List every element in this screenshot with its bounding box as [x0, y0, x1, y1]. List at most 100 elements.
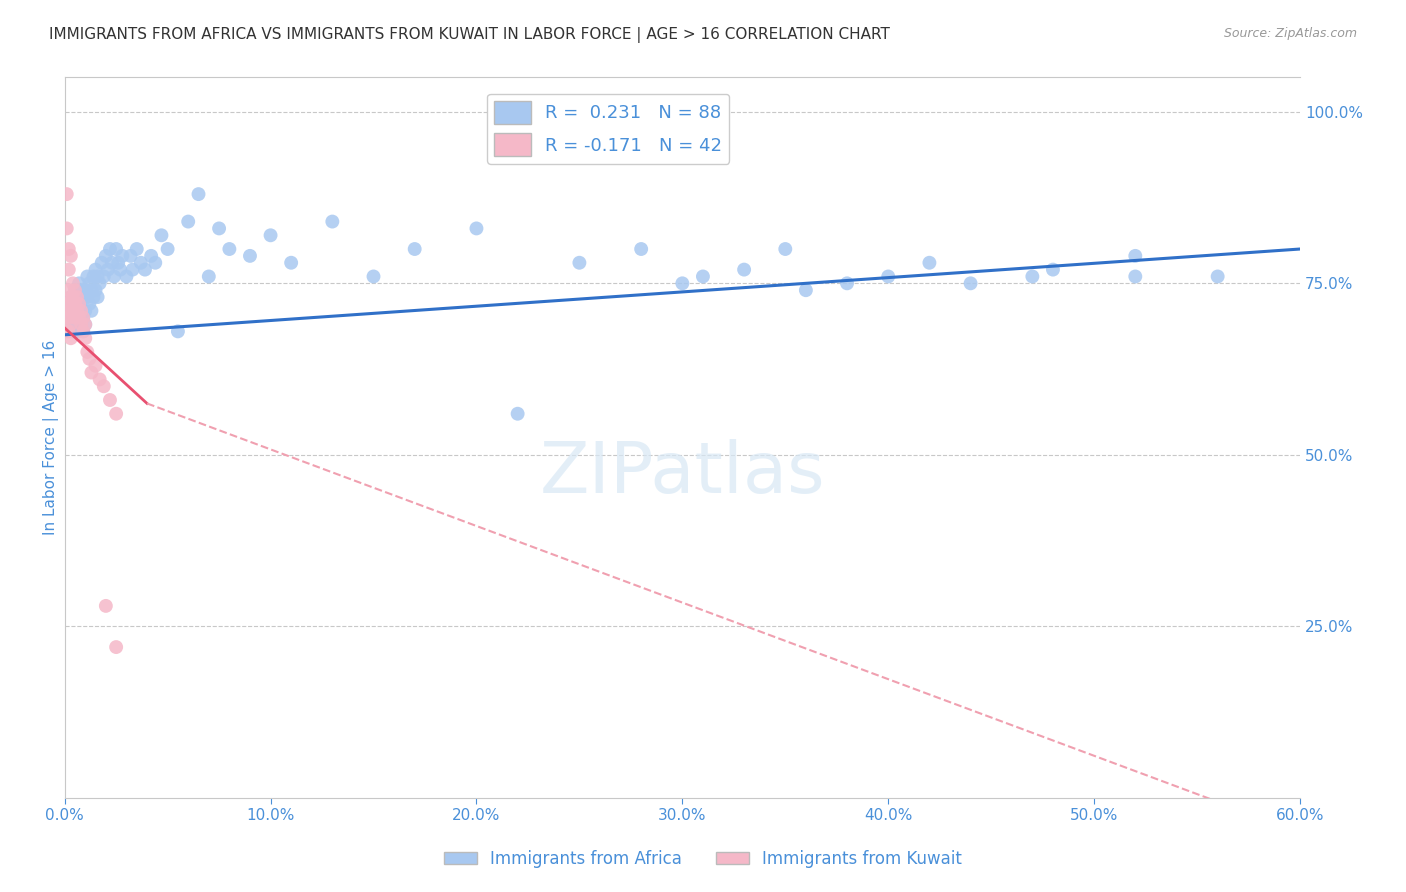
Point — [86, 269, 108, 284]
Point — [141, 249, 163, 263]
Point — [75, 331, 97, 345]
Point — [1206, 269, 1229, 284]
Point — [105, 407, 128, 421]
Point — [280, 256, 302, 270]
Point — [76, 269, 98, 284]
Point — [404, 242, 426, 256]
Point — [66, 324, 89, 338]
Point — [134, 262, 156, 277]
Point — [239, 249, 262, 263]
Point — [110, 262, 132, 277]
Point — [70, 303, 93, 318]
Point — [67, 297, 90, 311]
Point — [72, 324, 94, 338]
Point — [918, 256, 941, 270]
Point — [66, 310, 89, 325]
Point — [59, 290, 82, 304]
Point — [63, 318, 86, 332]
Point — [72, 310, 94, 325]
Point — [58, 297, 80, 311]
Point — [568, 256, 591, 270]
Point — [94, 599, 117, 613]
Point — [129, 256, 152, 270]
Legend: R =  0.231   N = 88, R = -0.171   N = 42: R = 0.231 N = 88, R = -0.171 N = 42 — [488, 94, 730, 163]
Point — [84, 283, 107, 297]
Point — [70, 283, 93, 297]
Text: IMMIGRANTS FROM AFRICA VS IMMIGRANTS FROM KUWAIT IN LABOR FORCE | AGE > 16 CORRE: IMMIGRANTS FROM AFRICA VS IMMIGRANTS FRO… — [49, 27, 890, 43]
Point — [63, 297, 86, 311]
Point — [187, 187, 209, 202]
Point — [218, 242, 240, 256]
Point — [58, 262, 80, 277]
Point — [67, 310, 90, 325]
Point — [62, 324, 84, 338]
Point — [89, 372, 111, 386]
Point — [55, 324, 77, 338]
Point — [630, 242, 652, 256]
Point — [84, 359, 107, 373]
Point — [75, 318, 97, 332]
Point — [107, 256, 129, 270]
Point — [692, 269, 714, 284]
Point — [156, 242, 179, 256]
Point — [59, 331, 82, 345]
Point — [72, 310, 94, 325]
Point — [80, 283, 103, 297]
Point — [121, 262, 143, 277]
Point — [75, 283, 97, 297]
Point — [63, 310, 86, 325]
Point — [63, 303, 86, 318]
Point — [120, 249, 142, 263]
Point — [89, 277, 111, 291]
Point — [62, 303, 84, 318]
Point — [671, 277, 693, 291]
Point — [1042, 262, 1064, 277]
Point — [794, 283, 817, 297]
Point — [66, 290, 89, 304]
Point — [105, 640, 128, 654]
Point — [115, 269, 138, 284]
Point — [79, 277, 101, 291]
Point — [321, 214, 343, 228]
Point — [72, 290, 94, 304]
Point — [959, 277, 981, 291]
Y-axis label: In Labor Force | Age > 16: In Labor Force | Age > 16 — [44, 340, 59, 535]
Point — [1123, 249, 1146, 263]
Point — [90, 256, 112, 270]
Point — [143, 256, 166, 270]
Point — [111, 249, 134, 263]
Point — [877, 269, 900, 284]
Point — [75, 303, 97, 318]
Point — [177, 214, 200, 228]
Point — [76, 290, 98, 304]
Text: ZIPatlas: ZIPatlas — [540, 439, 825, 508]
Point — [70, 303, 93, 318]
Point — [79, 351, 101, 366]
Point — [198, 269, 221, 284]
Point — [55, 221, 77, 235]
Point — [58, 283, 80, 297]
Point — [98, 242, 121, 256]
Point — [835, 277, 858, 291]
Point — [101, 256, 124, 270]
Point — [55, 187, 77, 202]
Point — [506, 407, 529, 421]
Point — [62, 310, 84, 325]
Point — [67, 297, 90, 311]
Point — [80, 303, 103, 318]
Point — [125, 242, 148, 256]
Point — [93, 269, 115, 284]
Point — [1021, 269, 1043, 284]
Point — [59, 318, 82, 332]
Point — [150, 228, 173, 243]
Point — [83, 290, 105, 304]
Point — [58, 324, 80, 338]
Point — [98, 392, 121, 407]
Point — [67, 310, 90, 325]
Point — [733, 262, 755, 277]
Point — [59, 303, 82, 318]
Point — [86, 290, 108, 304]
Legend: Immigrants from Africa, Immigrants from Kuwait: Immigrants from Africa, Immigrants from … — [437, 844, 969, 875]
Point — [259, 228, 281, 243]
Point — [58, 303, 80, 318]
